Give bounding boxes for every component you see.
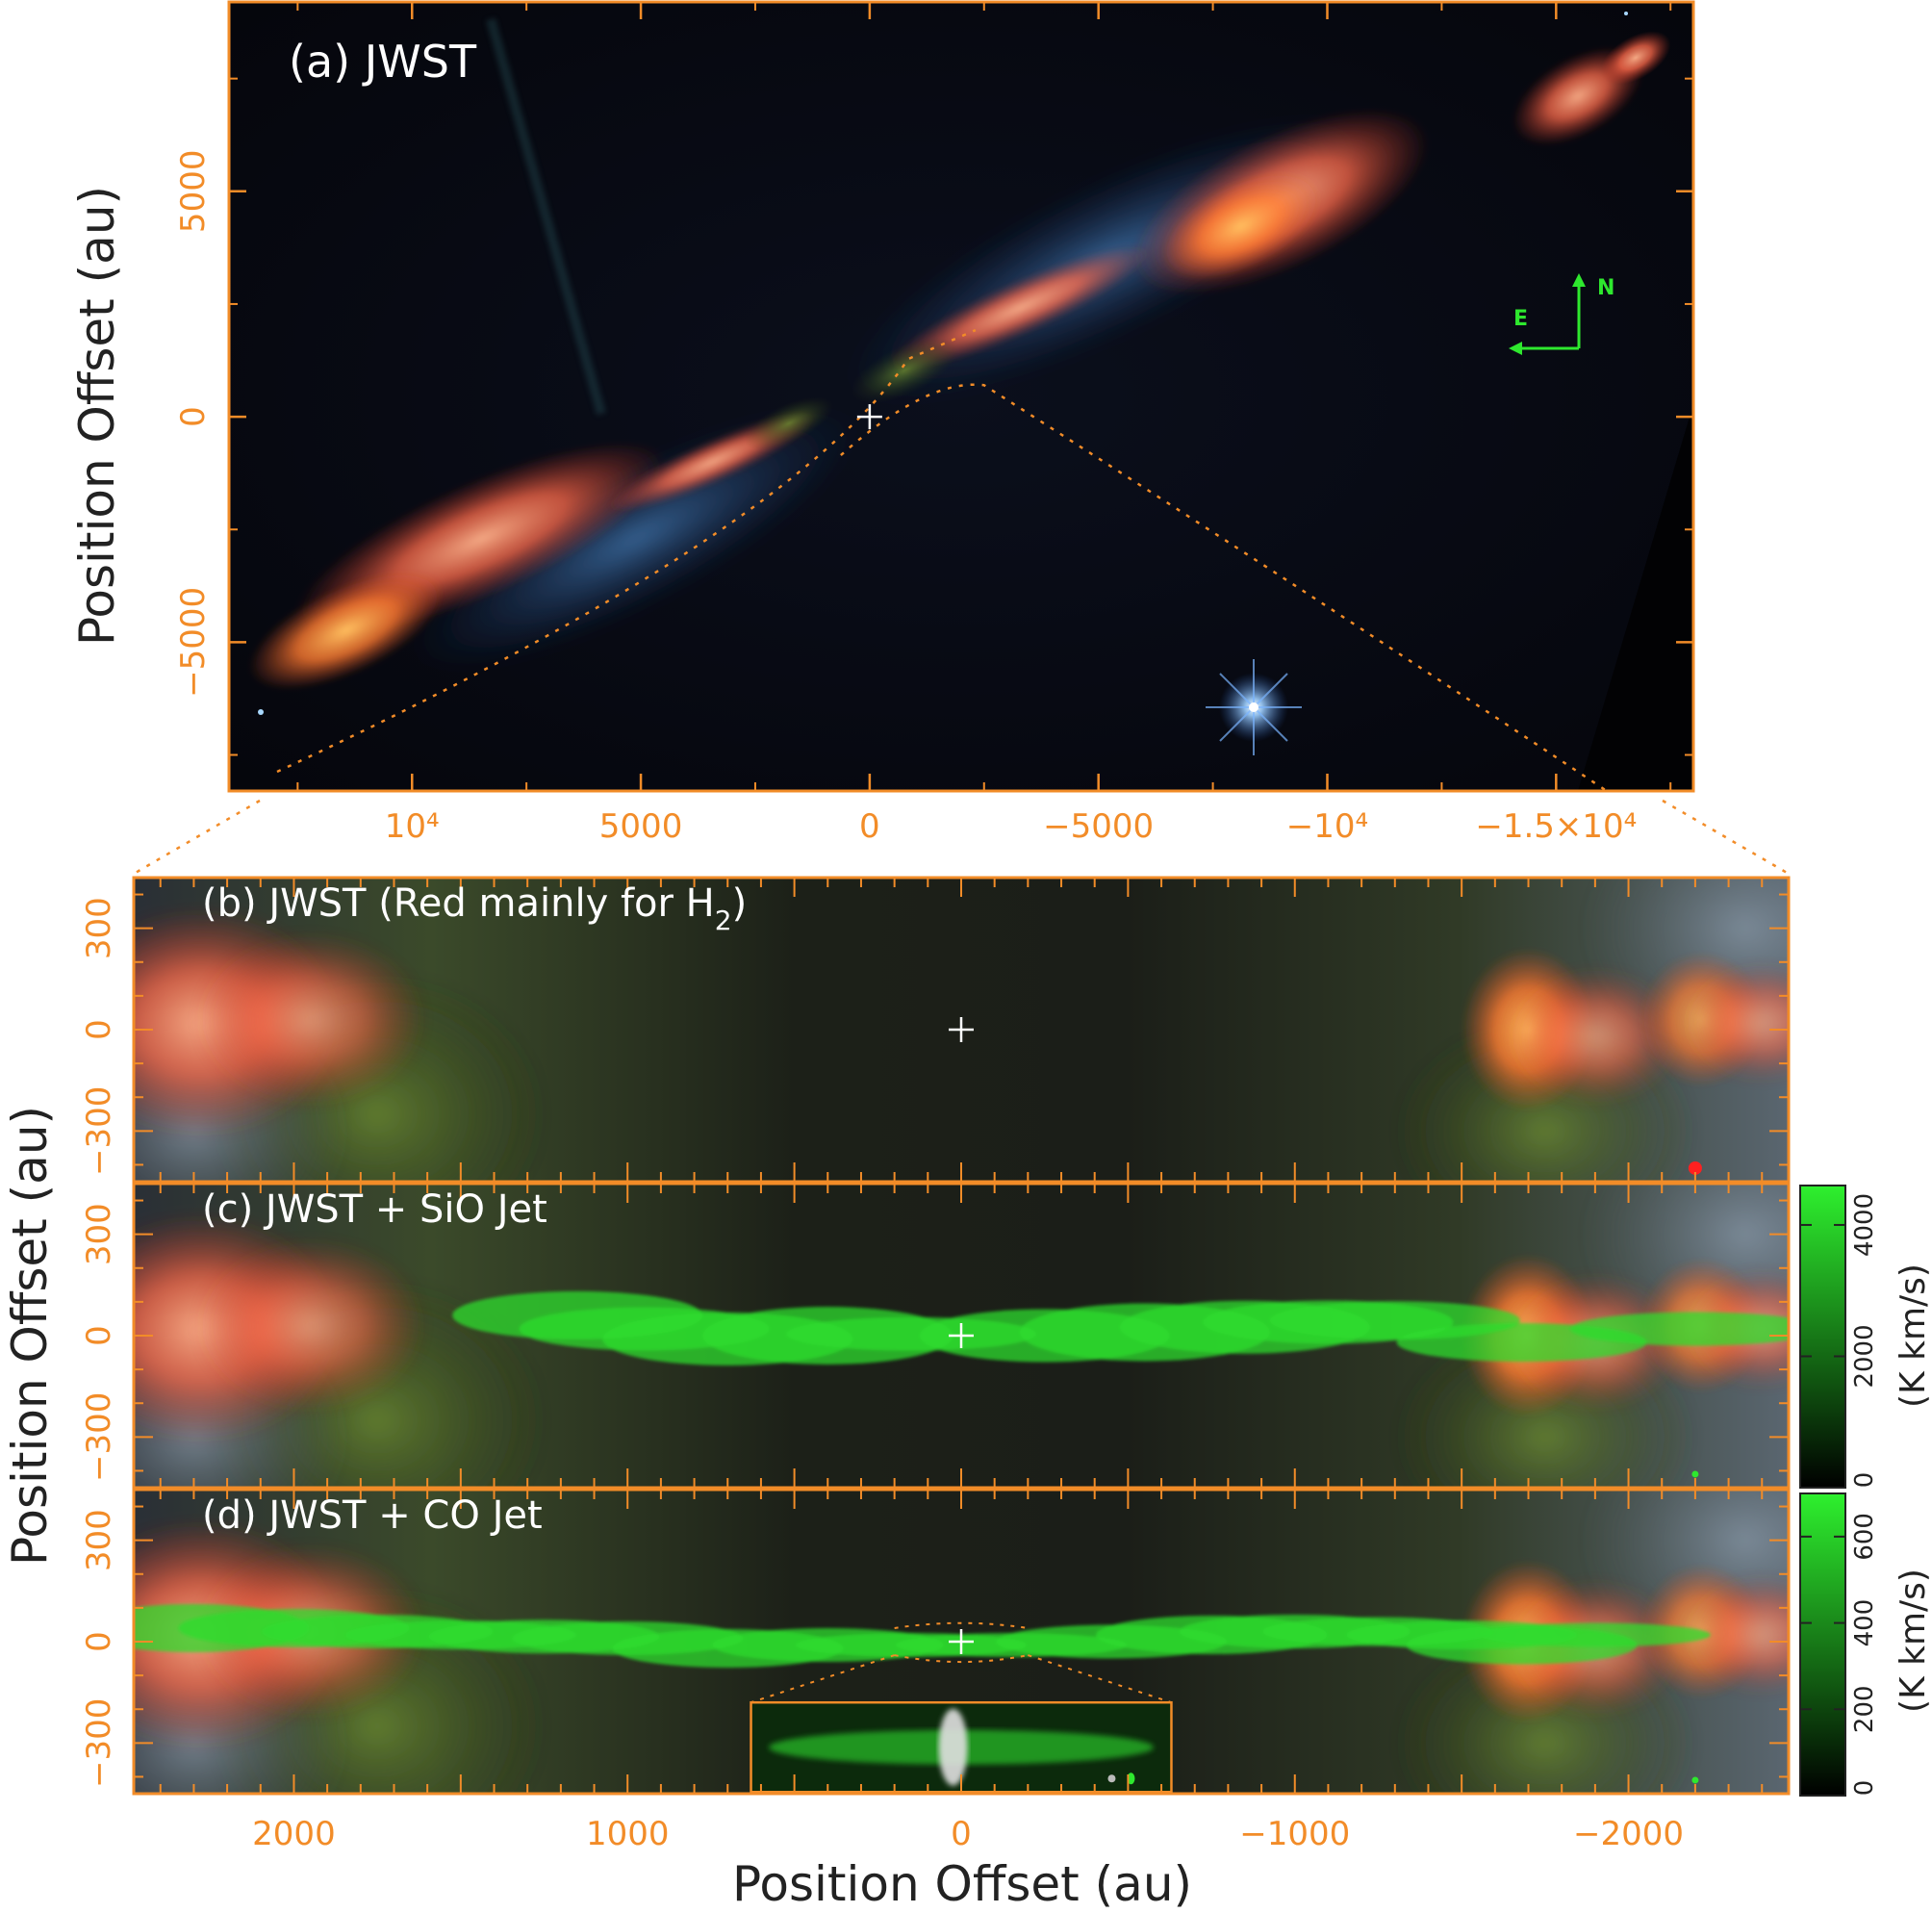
h2-knot-edge-right — [1685, 1576, 1789, 1693]
compass-north-arrowhead — [1572, 273, 1586, 287]
panel-a-x-tick-label: −1.5×10⁴ — [1475, 807, 1637, 846]
inset-beam-green — [1127, 1773, 1135, 1785]
jet-knot — [1569, 1312, 1789, 1346]
lower-x-axis-label: Position Offset (au) — [732, 1856, 1192, 1912]
panel-a-y-tick-label: 0 — [174, 406, 213, 427]
h2-knot-right-2 — [1508, 969, 1682, 1105]
panel-d-jet — [134, 1603, 1711, 1669]
panel-c-label: (c) JWST + SiO Jet — [202, 1187, 547, 1232]
panel-a-x-tick-label: 0 — [859, 807, 880, 846]
colorbar-sio-tick-label: 2000 — [1850, 1324, 1879, 1388]
colorbar-sio-fill — [1800, 1186, 1845, 1488]
lower-panels-overlay — [750, 1017, 1702, 1794]
lower-y-axis-label: Position Offset (au) — [2, 1106, 58, 1566]
inset-connector-right — [1028, 1654, 1172, 1704]
panel-d-beam — [1691, 1776, 1699, 1784]
colorbar-co-tick-label: 400 — [1850, 1599, 1879, 1647]
colorbar-sio-frame — [1799, 1185, 1846, 1489]
panel-a-x-tick-label: 10⁴ — [385, 807, 440, 846]
colorbar-co-frame — [1799, 1492, 1846, 1797]
panel-a-x-tick-label: −5000 — [1043, 807, 1154, 846]
colorbar-sio-unit: (K km/s) — [1894, 1263, 1932, 1408]
inset-disk — [938, 1708, 968, 1786]
compass-north-label: N — [1597, 276, 1614, 300]
h2-knot-left-2 — [194, 932, 426, 1107]
colorbar-co-tick-label: 200 — [1850, 1685, 1879, 1733]
panel-b-y-tick-label: −300 — [80, 1086, 118, 1176]
panel-a-overlay — [276, 273, 1608, 793]
colorbar-co-unit: (K km/s) — [1894, 1569, 1932, 1713]
colorbar-sio-tick-label: 4000 — [1850, 1193, 1879, 1257]
panel-a-label: (a) JWST — [289, 36, 477, 88]
panel-a-x-tick-label: −10⁴ — [1286, 807, 1368, 846]
panel-c-beam — [1691, 1470, 1699, 1478]
lower-x-tick-label: 1000 — [586, 1815, 670, 1853]
jet-knot — [1479, 1622, 1711, 1647]
panel-a-x-tick-label: 5000 — [599, 807, 683, 846]
compass-east-label: E — [1513, 307, 1528, 331]
inset-beam-grey — [1107, 1774, 1116, 1783]
lower-panels-images — [134, 878, 1789, 1794]
lower-x-tick-label: −1000 — [1239, 1815, 1350, 1853]
axes: 10⁴ 5000 0 −5000 −10⁴ −1.5×10⁴ 5000 0 −5000 300 0 −… — [80, 0, 1879, 1853]
panel-b-label: (b) JWST (Red mainly for H2) — [202, 881, 747, 936]
panel-d-y-tick-label: 300 — [80, 1509, 118, 1571]
panel-a-y-axis-label: Position Offset (au) — [69, 186, 125, 646]
panel-c-jet — [452, 1290, 1789, 1366]
lower-x-tick-label: 0 — [951, 1815, 972, 1853]
lower-x-tick-label: −2000 — [1573, 1815, 1684, 1853]
compass-east-arrowhead — [1509, 342, 1522, 355]
panel-d-label: (d) JWST + CO Jet — [202, 1493, 543, 1538]
cavity-curve-right — [840, 383, 1608, 793]
zoom-connector-left — [133, 799, 261, 876]
panel-c-y-tick-label: 0 — [80, 1325, 118, 1346]
panel-a-y-tick-label: −5000 — [174, 587, 213, 698]
panel-c-y-tick-label: −300 — [80, 1392, 118, 1482]
panel-d-y-tick-label: −300 — [80, 1698, 118, 1788]
panel-a-frame — [227, 0, 1695, 793]
panel-a-image — [229, 2, 1693, 791]
panel-b-y-tick-label: 300 — [80, 897, 118, 959]
lower-x-tick-label: 2000 — [252, 1815, 336, 1853]
colorbar-co-tick-label: 600 — [1850, 1513, 1879, 1561]
panel-c-y-tick-label: 300 — [80, 1203, 118, 1265]
h2-knot-edge-right — [1685, 964, 1789, 1081]
panel-b-beam — [1688, 1161, 1702, 1175]
colorbar-co-tick-label: 0 — [1850, 1780, 1879, 1797]
colorbar-co-fill — [1800, 1493, 1845, 1796]
inset-connector-left — [750, 1654, 895, 1704]
zoom-connector-right — [1662, 799, 1790, 876]
panel-b-y-tick-label: 0 — [80, 1019, 118, 1040]
panel-a-y-tick-label: 5000 — [174, 150, 213, 234]
panel-d-y-tick-label: 0 — [80, 1631, 118, 1652]
h2-knot-left-2 — [194, 1238, 426, 1413]
inset-region-bottom — [894, 1654, 1029, 1664]
colorbar-sio-tick-label: 0 — [1850, 1472, 1879, 1489]
inset-region-top — [894, 1621, 1029, 1629]
